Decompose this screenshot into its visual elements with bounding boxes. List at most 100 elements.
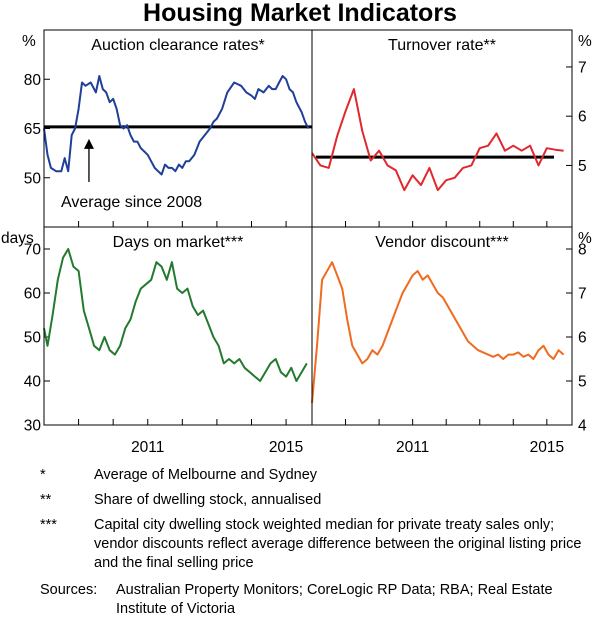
data-point xyxy=(254,376,256,378)
data-point xyxy=(123,128,125,130)
data-point xyxy=(482,351,484,353)
data-point xyxy=(437,189,439,191)
data-point xyxy=(192,305,194,307)
y-unit-label: % xyxy=(578,230,592,247)
data-point xyxy=(166,279,168,281)
annotation-arrowhead xyxy=(83,138,94,149)
data-point xyxy=(233,82,235,84)
data-point xyxy=(462,332,464,334)
data-point xyxy=(270,362,272,364)
data-point xyxy=(507,354,509,356)
data-point xyxy=(67,248,69,250)
data-point xyxy=(119,345,121,347)
data-point xyxy=(422,279,424,281)
y-tick-label: 70 xyxy=(24,242,42,259)
footnote-text: Average of Melbourne and Sydney xyxy=(94,467,318,483)
data-point xyxy=(546,147,548,149)
data-point xyxy=(185,160,187,162)
data-point xyxy=(104,336,106,338)
data-point xyxy=(467,340,469,342)
data-point xyxy=(216,118,218,120)
y-tick-label: 4 xyxy=(578,418,587,435)
data-point xyxy=(477,349,479,351)
data-point xyxy=(249,371,251,373)
data-point xyxy=(161,266,163,268)
data-point xyxy=(280,371,282,373)
data-point xyxy=(521,150,523,152)
data-point xyxy=(412,174,414,176)
data-point xyxy=(308,128,310,130)
data-point xyxy=(470,164,472,166)
data-point xyxy=(136,141,138,143)
data-point xyxy=(212,336,214,338)
data-point xyxy=(238,358,240,360)
data-point xyxy=(386,164,388,166)
data-point xyxy=(176,288,178,290)
data-point xyxy=(135,301,137,303)
data-point xyxy=(46,345,48,347)
y-tick-label: 40 xyxy=(24,374,42,391)
data-point xyxy=(472,345,474,347)
data-point xyxy=(271,88,273,90)
data-point xyxy=(563,150,565,152)
y-tick-label: 5 xyxy=(578,158,587,175)
y-tick-label: 65 xyxy=(24,121,41,138)
data-point xyxy=(116,108,118,110)
data-point xyxy=(112,98,114,100)
data-point xyxy=(199,141,201,143)
data-point xyxy=(254,98,256,100)
data-point xyxy=(306,362,308,364)
data-point xyxy=(263,91,265,93)
data-point xyxy=(102,88,104,90)
data-point xyxy=(223,362,225,364)
data-point xyxy=(527,354,529,356)
data-point xyxy=(336,274,338,276)
data-point xyxy=(187,288,189,290)
data-point xyxy=(72,266,74,268)
data-point xyxy=(392,318,394,320)
data-point xyxy=(264,371,266,373)
panel-3: Days on market*** 30 40 50 60 70 xyxy=(24,234,308,435)
data-point xyxy=(226,91,228,93)
data-point xyxy=(164,164,166,166)
data-point xyxy=(240,85,242,87)
data-point xyxy=(522,356,524,358)
data-point xyxy=(181,167,183,169)
data-point xyxy=(512,354,514,356)
data-point xyxy=(268,85,270,87)
data-point xyxy=(558,349,560,351)
data-point xyxy=(452,314,454,316)
data-point xyxy=(537,164,539,166)
y-tick-label: 6 xyxy=(578,330,587,347)
data-point xyxy=(553,358,555,360)
data-point xyxy=(202,310,204,312)
y-unit-label: days xyxy=(1,230,34,247)
data-point xyxy=(457,323,459,325)
data-point xyxy=(345,110,347,112)
data-point xyxy=(289,88,291,90)
data-point xyxy=(228,358,230,360)
data-point xyxy=(437,292,439,294)
data-point xyxy=(356,354,358,356)
data-point xyxy=(55,170,57,172)
x-tick-label: 2015 xyxy=(530,439,564,456)
data-point xyxy=(74,128,76,130)
data-point xyxy=(119,124,121,126)
data-point xyxy=(346,318,348,320)
data-point xyxy=(150,279,152,281)
data-point xyxy=(532,358,534,360)
data-point xyxy=(109,101,111,103)
data-point xyxy=(244,367,246,369)
data-point xyxy=(292,91,294,93)
data-point xyxy=(285,376,287,378)
data-point xyxy=(462,167,464,169)
data-point xyxy=(497,354,499,356)
y-tick-label: 80 xyxy=(24,72,42,89)
data-point xyxy=(109,349,111,351)
panel-title: Vendor discount*** xyxy=(375,234,508,251)
data-point xyxy=(57,279,59,281)
data-point xyxy=(371,349,373,351)
data-point xyxy=(60,170,62,172)
data-point xyxy=(301,371,303,373)
